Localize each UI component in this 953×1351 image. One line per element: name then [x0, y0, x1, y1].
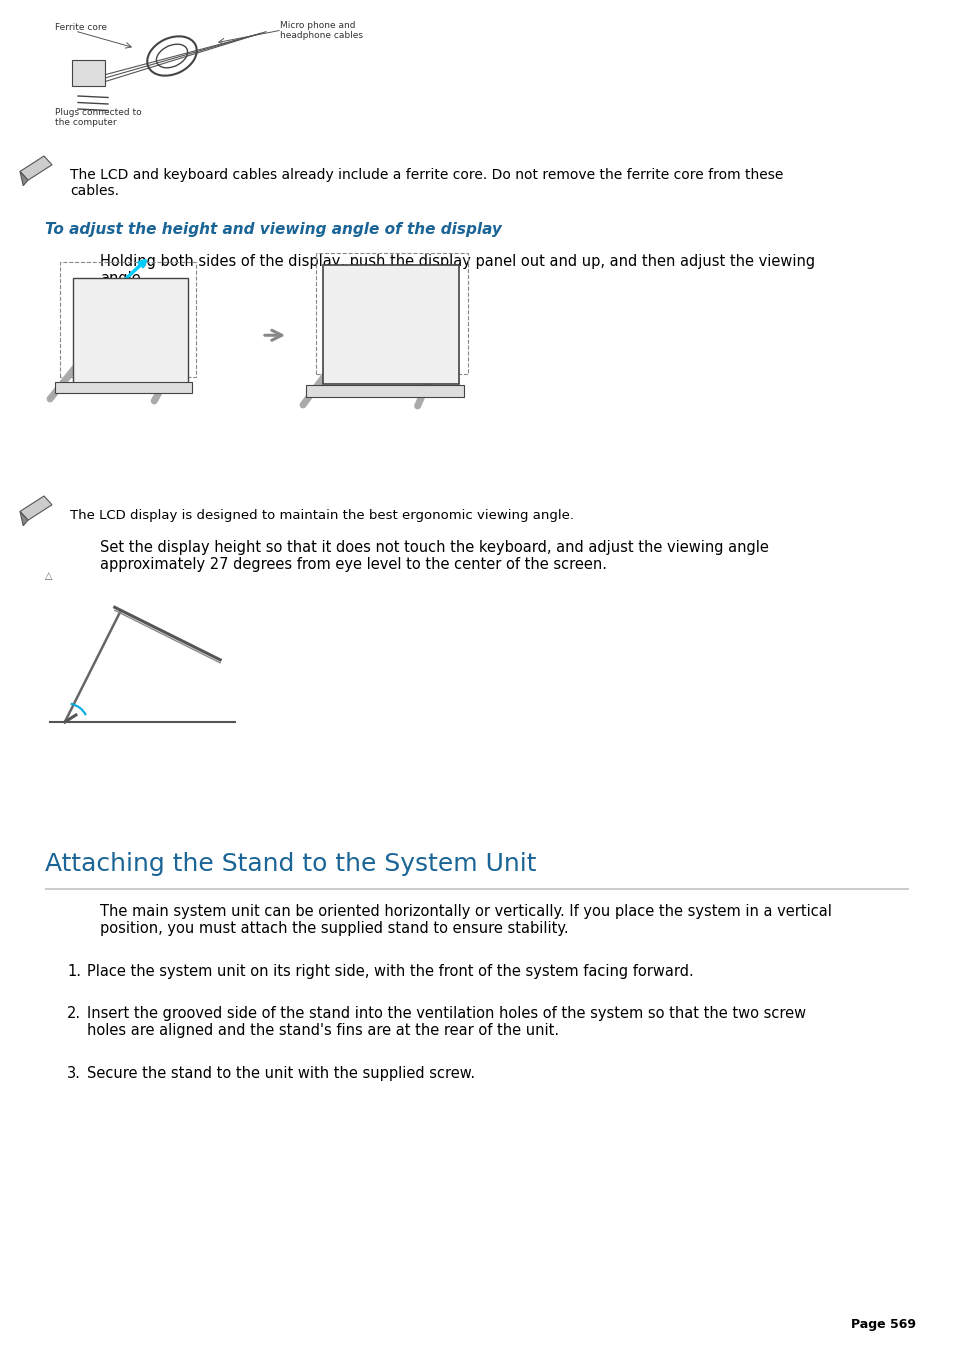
Polygon shape	[71, 59, 105, 86]
Text: Attaching the Stand to the System Unit: Attaching the Stand to the System Unit	[45, 852, 536, 875]
Polygon shape	[20, 496, 52, 520]
Text: Plugs connected to
the computer: Plugs connected to the computer	[55, 108, 141, 127]
Text: Ferrite core: Ferrite core	[55, 23, 107, 32]
Text: Micro phone and
headphone cables: Micro phone and headphone cables	[280, 22, 363, 41]
Polygon shape	[20, 155, 52, 180]
Text: Insert the grooved side of the stand into the ventilation holes of the system so: Insert the grooved side of the stand int…	[87, 1006, 805, 1039]
Text: 3.: 3.	[67, 1066, 81, 1081]
Polygon shape	[45, 888, 908, 890]
Polygon shape	[73, 278, 188, 384]
Text: Secure the stand to the unit with the supplied screw.: Secure the stand to the unit with the su…	[87, 1066, 475, 1081]
Text: To adjust the height and viewing angle of the display: To adjust the height and viewing angle o…	[45, 222, 501, 236]
Text: Set the display height so that it does not touch the keyboard, and adjust the vi: Set the display height so that it does n…	[100, 540, 768, 573]
Polygon shape	[20, 172, 28, 185]
Text: △: △	[45, 571, 52, 581]
Polygon shape	[323, 265, 458, 384]
Text: 1.: 1.	[67, 965, 81, 979]
Polygon shape	[306, 385, 463, 397]
Text: 2.: 2.	[67, 1006, 81, 1021]
Text: The LCD and keyboard cables already include a ferrite core. Do not remove the fe: The LCD and keyboard cables already incl…	[70, 168, 782, 199]
Polygon shape	[55, 382, 192, 393]
Text: Place the system unit on its right side, with the front of the system facing for: Place the system unit on its right side,…	[87, 965, 693, 979]
Polygon shape	[20, 512, 28, 526]
Text: Page 569: Page 569	[850, 1319, 915, 1331]
Text: Holding both sides of the display, push the display panel out and up, and then a: Holding both sides of the display, push …	[100, 254, 814, 286]
Text: The LCD display is designed to maintain the best ergonomic viewing angle.: The LCD display is designed to maintain …	[70, 509, 574, 521]
Text: The main system unit can be oriented horizontally or vertically. If you place th: The main system unit can be oriented hor…	[100, 904, 831, 936]
